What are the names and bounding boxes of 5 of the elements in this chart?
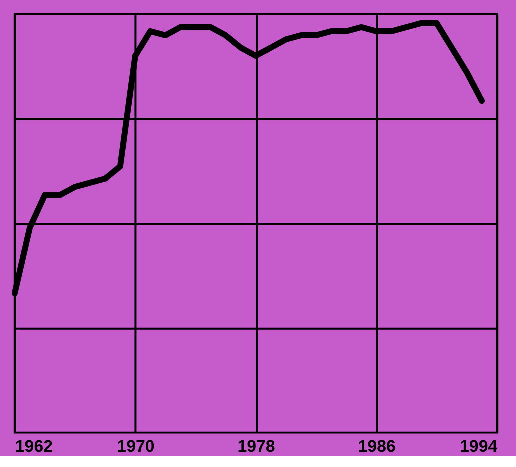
x-tick-label: 1986	[358, 437, 396, 456]
x-tick-label: 1962	[15, 437, 53, 456]
x-tick-label: 1978	[238, 437, 276, 456]
x-tick-label: 1994	[460, 437, 498, 456]
x-tick-label: 1970	[117, 437, 155, 456]
